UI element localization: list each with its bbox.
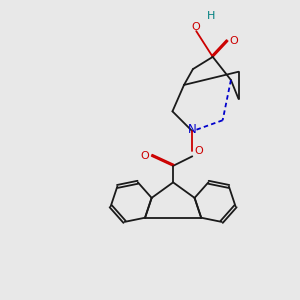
- Text: N: N: [188, 123, 197, 136]
- Text: H: H: [207, 11, 215, 21]
- Text: O: O: [230, 36, 239, 46]
- Text: O: O: [192, 22, 201, 32]
- Text: O: O: [194, 146, 203, 156]
- Text: O: O: [141, 151, 149, 161]
